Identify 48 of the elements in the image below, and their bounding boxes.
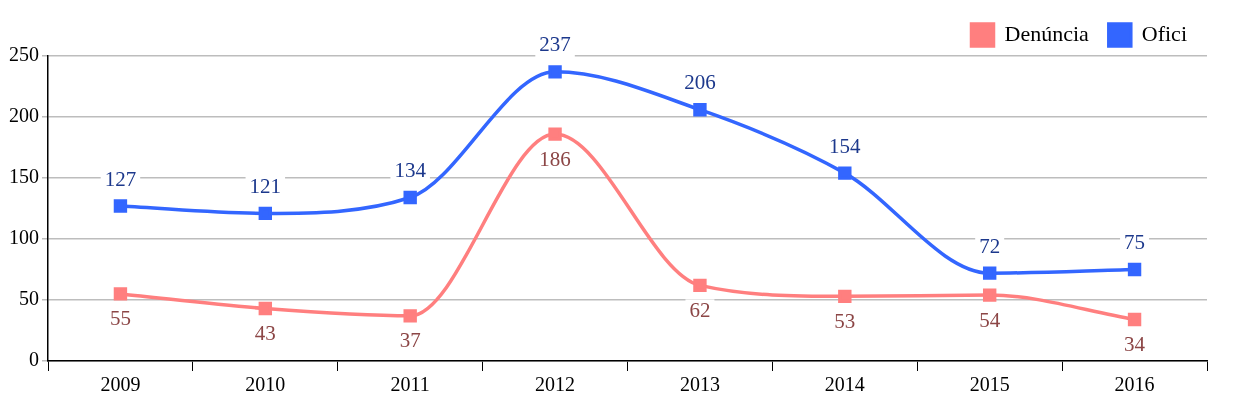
y-tick-label: 200 xyxy=(9,104,39,127)
point xyxy=(1127,312,1142,327)
data-label: 121 xyxy=(249,173,282,198)
point xyxy=(258,301,273,316)
data-label: 55 xyxy=(109,306,131,331)
data-label: 75 xyxy=(1124,230,1146,255)
point xyxy=(403,190,417,205)
data-label: 43 xyxy=(254,321,276,346)
point xyxy=(403,309,417,323)
data-label: 34 xyxy=(1124,332,1146,357)
y-tick-label: 100 xyxy=(9,226,39,249)
point xyxy=(693,102,707,117)
data-label: 237 xyxy=(539,32,571,57)
x-tick-label: 2010 xyxy=(245,373,286,396)
point xyxy=(982,288,997,302)
data-label: 134 xyxy=(394,158,427,183)
data-label: 154 xyxy=(829,133,862,158)
data-label: 53 xyxy=(834,308,856,333)
y-tick-label: 50 xyxy=(19,287,39,310)
x-tick-label: 2012 xyxy=(535,373,576,396)
point xyxy=(693,278,707,293)
data-label: 72 xyxy=(979,233,1001,258)
x-tick-label: 2016 xyxy=(1114,373,1155,396)
data-label: 62 xyxy=(689,297,711,322)
data-label: 127 xyxy=(104,166,137,191)
data-label: 206 xyxy=(684,70,716,95)
point xyxy=(548,127,562,141)
data-label: 37 xyxy=(399,328,421,353)
x-tick-label: 2015 xyxy=(969,373,1010,396)
point xyxy=(1127,262,1142,277)
x-tick-label: 2009 xyxy=(100,373,141,396)
x-tick-label: 2013 xyxy=(679,373,720,396)
data-label: 54 xyxy=(979,307,1001,332)
x-tick-label: 2011 xyxy=(390,373,430,396)
point xyxy=(838,289,852,304)
point xyxy=(113,287,128,301)
point xyxy=(258,206,273,221)
data-label: 186 xyxy=(539,146,571,171)
legend-label: Ofici xyxy=(1141,20,1187,46)
point xyxy=(548,65,562,79)
y-tick-label: 0 xyxy=(29,348,39,371)
point xyxy=(982,266,997,280)
point xyxy=(838,166,852,180)
legend-label: Denúncia xyxy=(1004,20,1090,46)
y-tick-label: 150 xyxy=(9,165,39,188)
y-tick-label: 250 xyxy=(9,43,39,66)
point xyxy=(113,199,128,213)
x-tick-label: 2014 xyxy=(824,373,865,396)
